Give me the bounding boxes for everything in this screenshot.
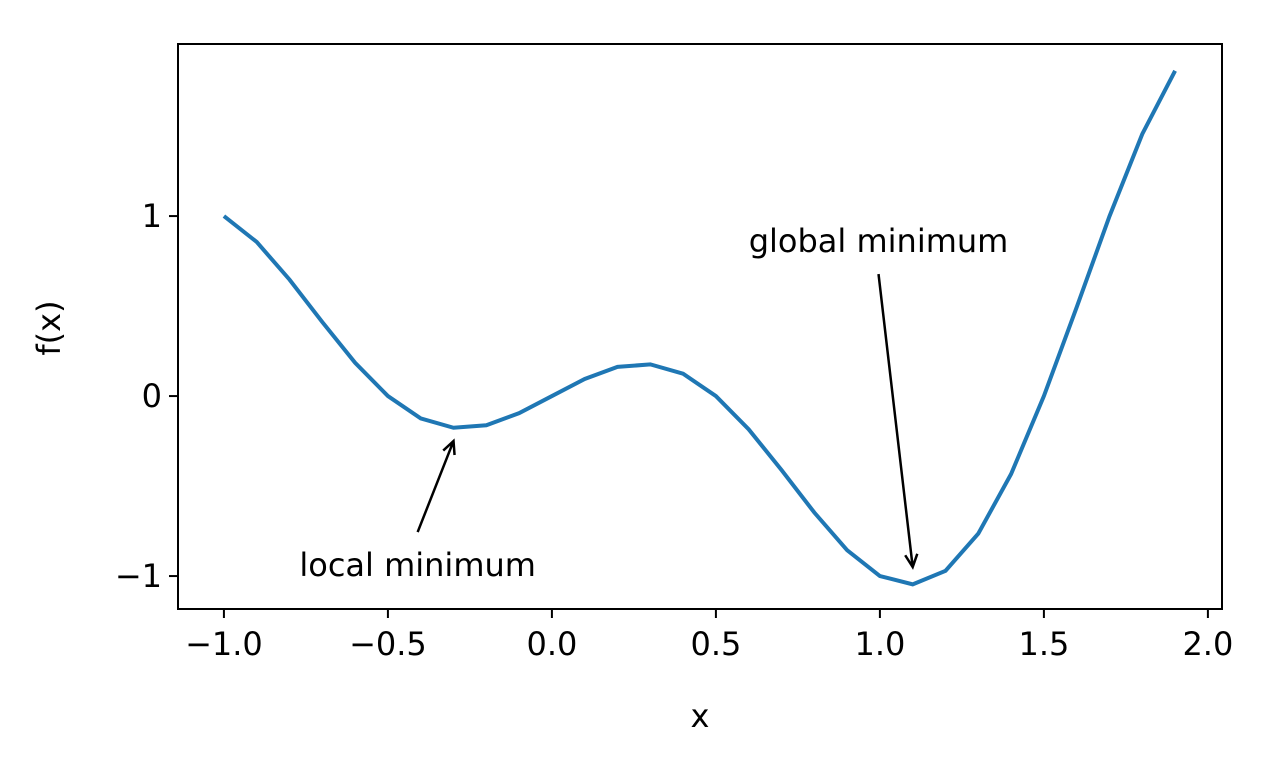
x-tick-label: −1.0 [185, 625, 263, 663]
x-tick-label: 0.5 [690, 625, 741, 663]
x-tick-label: 1.5 [1018, 625, 1069, 663]
y-tick-label: 0 [142, 377, 162, 415]
x-axis-label: x [691, 697, 710, 735]
y-tick-label: 1 [142, 197, 162, 235]
line [222, 69, 1177, 587]
annotation-text: global minimum [749, 222, 1009, 260]
plot-frame [177, 43, 1223, 610]
x-tick-label: 2.0 [1182, 625, 1233, 663]
x-tick-label: 1.0 [854, 625, 905, 663]
y-tick-label: −1 [115, 557, 162, 595]
annotation-arrow [416, 438, 456, 533]
x-tick-label: 0.0 [526, 625, 577, 663]
annotation-text: local minimum [299, 546, 536, 584]
annotation-arrow [877, 273, 919, 570]
y-axis-label: f(x) [30, 300, 68, 355]
x-tick-label: −0.5 [349, 625, 427, 663]
